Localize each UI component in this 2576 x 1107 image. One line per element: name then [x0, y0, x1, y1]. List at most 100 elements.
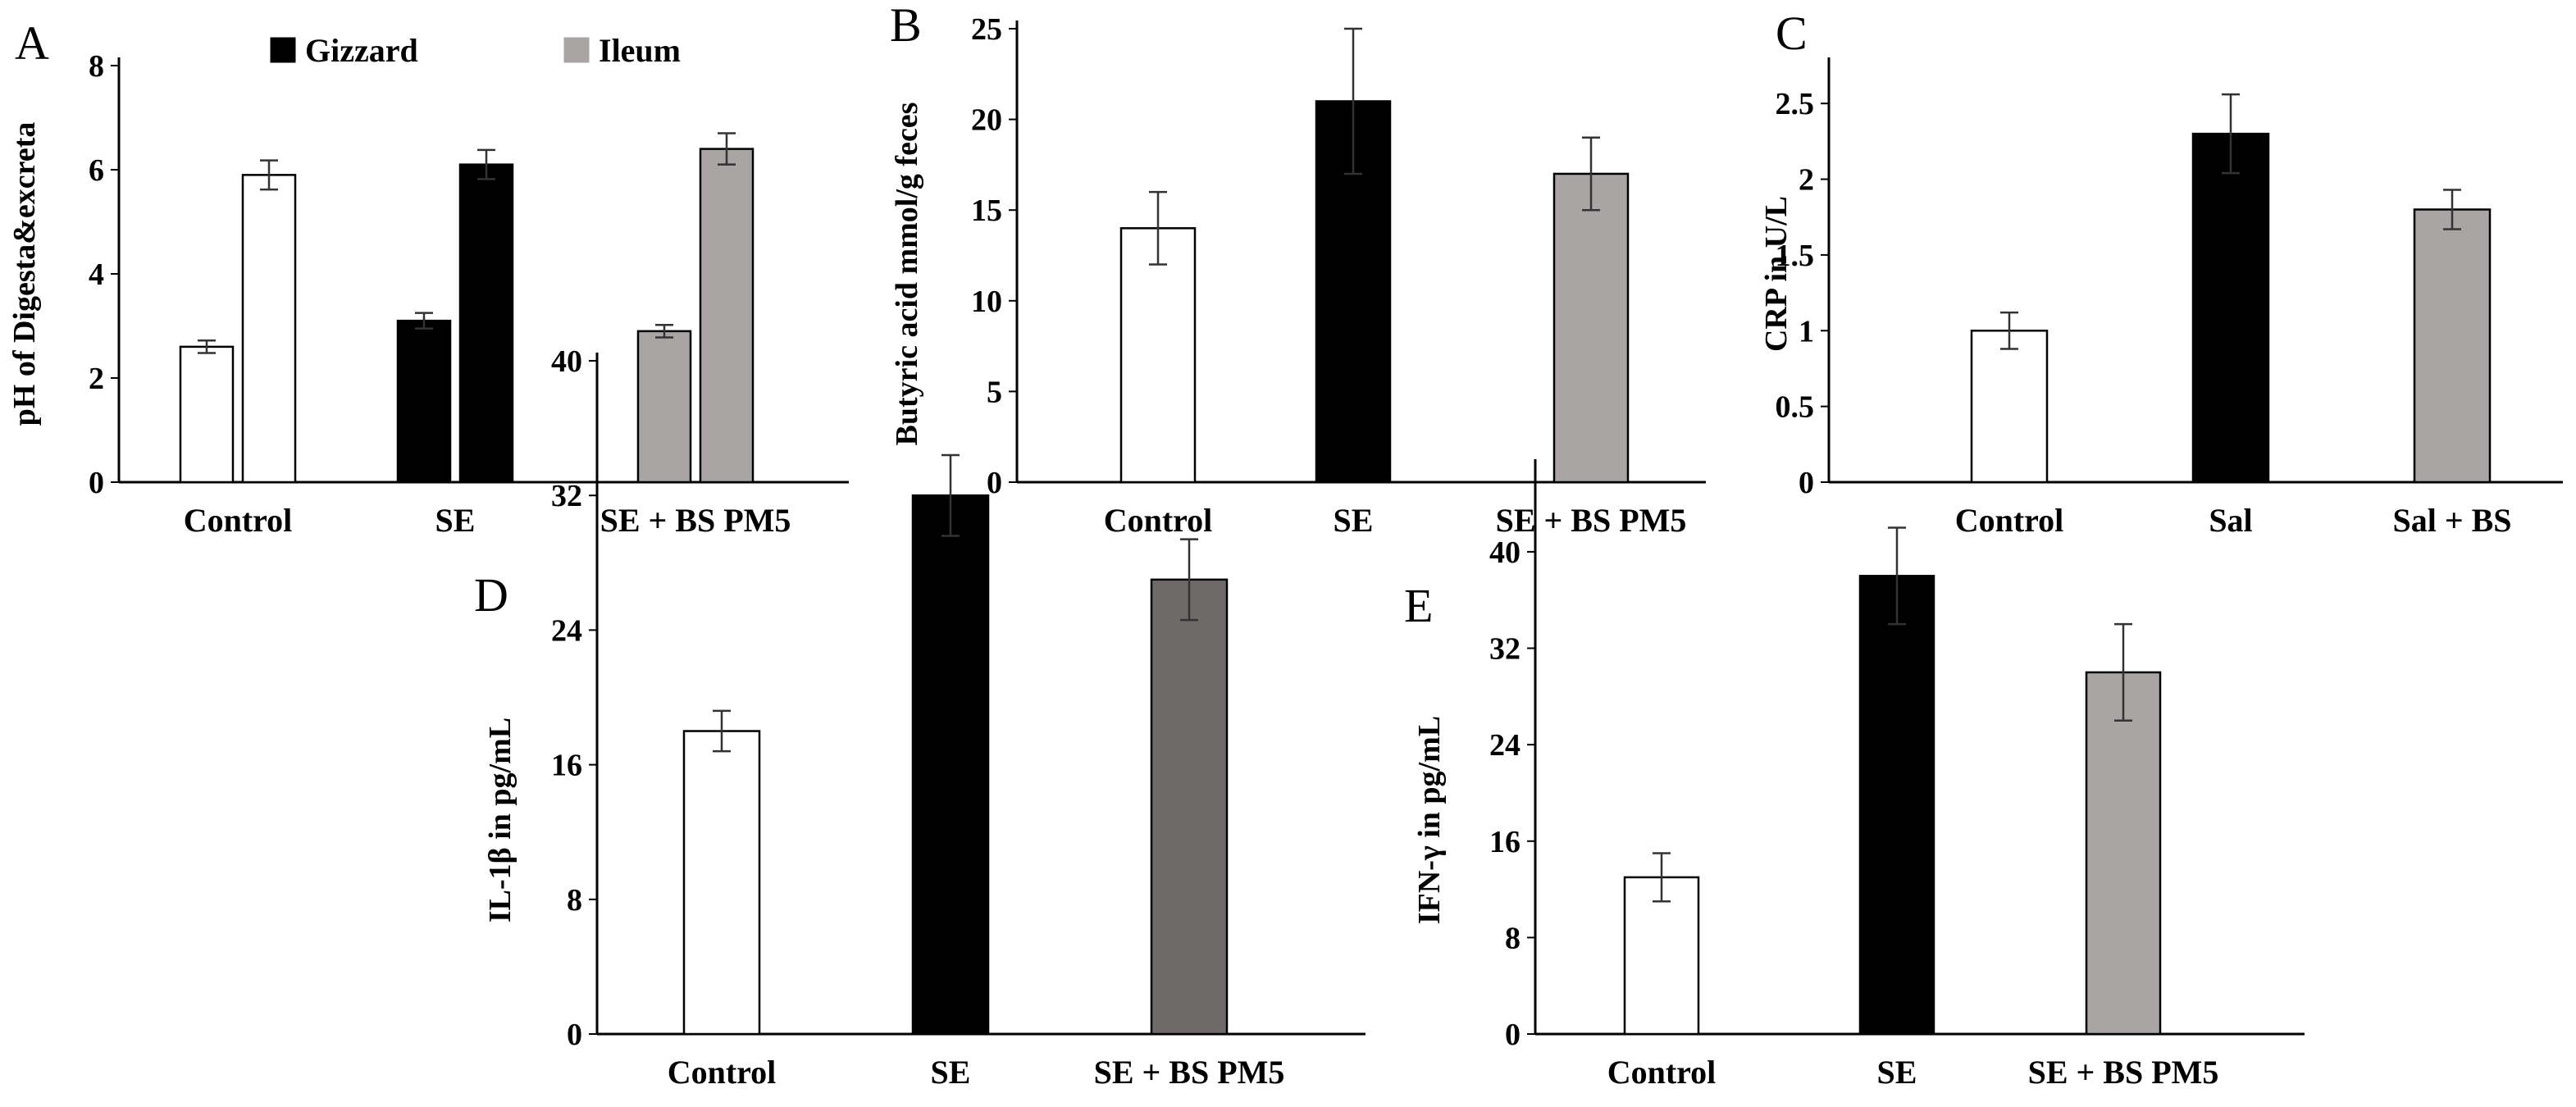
error-bar: [713, 709, 731, 753]
x-category-label: Sal: [2209, 502, 2252, 539]
x-category-label: SE: [1334, 502, 1374, 539]
x-category-label: Control: [184, 502, 293, 539]
panel-b: B Butyric acid mmol/g feces 0 5 10 15 20 25 Cont…: [890, 0, 1706, 539]
bar: [1552, 172, 1630, 484]
panel-letter: C: [1776, 7, 1808, 60]
legend: Gizzard Ileum: [270, 32, 681, 69]
y-tick-label: 40: [551, 344, 582, 379]
legend-label: Gizzard: [305, 32, 418, 69]
y-axis-label: IL-1β in pg/mL: [483, 718, 517, 922]
error-bar: [2222, 93, 2240, 175]
x-category-label: Sal + BS: [2392, 502, 2511, 539]
error-bar: [1344, 27, 1362, 175]
x-category-label: SE + BS PM5: [1496, 502, 1687, 539]
bar: [241, 174, 297, 484]
bar: [1858, 575, 1935, 1036]
y-tick-label: 10: [971, 285, 1002, 319]
panel-d: D IL-1β in pg/mL 0 8 16 24 32 40 Control SE SE + B…: [474, 344, 1366, 1091]
y-tick-label: 15: [971, 194, 1002, 228]
legend-swatch: [270, 37, 296, 63]
error-bar: [718, 132, 736, 166]
y-tick-label: 25: [971, 12, 1002, 47]
y-tick-label: 2.5: [1776, 87, 1815, 121]
y-tick-label: 24: [551, 613, 582, 648]
error-bar: [1582, 136, 1600, 212]
y-tick-label: 0: [1505, 1018, 1521, 1052]
y-tick-label: 8: [89, 49, 104, 84]
panel-letter: E: [1404, 579, 1433, 632]
error-bar: [941, 453, 960, 537]
x-category-label: SE + BS PM5: [1094, 1054, 1285, 1091]
y-tick-label: 0: [987, 466, 1002, 500]
x-category-label: SE + BS PM5: [2028, 1054, 2219, 1091]
x-category-label: SE + BS PM5: [600, 502, 791, 539]
error-bar: [2443, 189, 2461, 230]
y-tick-label: 40: [1489, 535, 1521, 570]
y-tick-label: 0: [89, 466, 104, 500]
bar: [1119, 227, 1197, 484]
error-bar: [655, 323, 673, 339]
y-tick-label: 32: [1489, 632, 1521, 667]
bar: [2191, 132, 2270, 484]
panel-letter: B: [890, 0, 922, 52]
bar: [179, 345, 235, 484]
y-tick-label: 20: [971, 103, 1002, 138]
x-category-label: SE: [931, 1054, 971, 1091]
error-bar: [1888, 526, 1906, 626]
bar: [1623, 876, 1700, 1036]
y-tick-label: 6: [89, 153, 104, 188]
x-category-label: Control: [1104, 502, 1213, 539]
y-tick-label: 4: [89, 257, 104, 292]
bar: [458, 163, 514, 484]
y-tick-label: 5: [987, 375, 1002, 409]
y-tick-label: 1: [1799, 314, 1814, 348]
bar: [2085, 671, 2162, 1036]
y-tick-label: 0: [567, 1018, 582, 1052]
error-bar: [477, 148, 495, 180]
x-category-label: Control: [1607, 1054, 1717, 1091]
y-tick-label: 2: [1799, 163, 1814, 198]
error-bar: [2000, 311, 2018, 350]
panel-c: C CRP in U/L 0 0.5 1 1.5 2 2.5 Control Sal Sal + B…: [1759, 7, 2563, 539]
y-tick-label: 8: [567, 883, 582, 918]
x-category-label: SE: [435, 502, 476, 539]
x-category-label: SE: [1877, 1054, 1917, 1091]
error-bar: [415, 312, 433, 330]
y-tick-label: 16: [551, 749, 582, 783]
y-axis-label: IFN-γ in pg/mL: [1412, 716, 1447, 924]
y-tick-label: 16: [1489, 825, 1521, 859]
panel-e: E IFN-γ in pg/mL 0 8 16 24 32 40 Control SE SE + B…: [1404, 459, 2305, 1091]
error-bar: [198, 339, 216, 354]
bar: [1150, 578, 1229, 1036]
error-bar: [1653, 852, 1671, 903]
error-bar: [2114, 622, 2132, 722]
error-bar: [1180, 538, 1198, 622]
x-category-label: Control: [1955, 502, 2064, 539]
bar: [396, 319, 452, 484]
y-tick-label: 0.5: [1776, 390, 1815, 425]
y-tick-label: 0: [1799, 466, 1814, 500]
legend-swatch: [563, 37, 590, 63]
bar: [1970, 330, 2049, 484]
panel-a: ApH of Digesta&excreta 0 2 4 6 8 Control SE SE +…: [7, 16, 849, 539]
y-tick-label: 2: [89, 362, 104, 396]
bar: [2413, 208, 2492, 484]
bar: [699, 148, 755, 484]
error-bar: [260, 159, 278, 191]
y-axis-label: Butyric acid mmol/g feces: [890, 102, 924, 446]
y-tick-label: 1.5: [1776, 239, 1815, 273]
y-tick-label: 32: [551, 479, 582, 513]
error-bar: [1149, 190, 1167, 266]
y-axis-label: CRP in U/L: [1759, 196, 1794, 352]
bar: [911, 494, 990, 1036]
y-tick-label: 24: [1489, 728, 1521, 763]
panel-letter: A: [15, 16, 49, 70]
bar: [682, 730, 761, 1036]
panel-letter: D: [474, 568, 508, 622]
y-axis-label: pH of Digesta&excreta: [7, 122, 42, 426]
x-category-label: Control: [668, 1054, 777, 1091]
legend-label: Ileum: [599, 32, 681, 69]
bar: [636, 330, 692, 484]
y-tick-label: 8: [1505, 921, 1521, 955]
